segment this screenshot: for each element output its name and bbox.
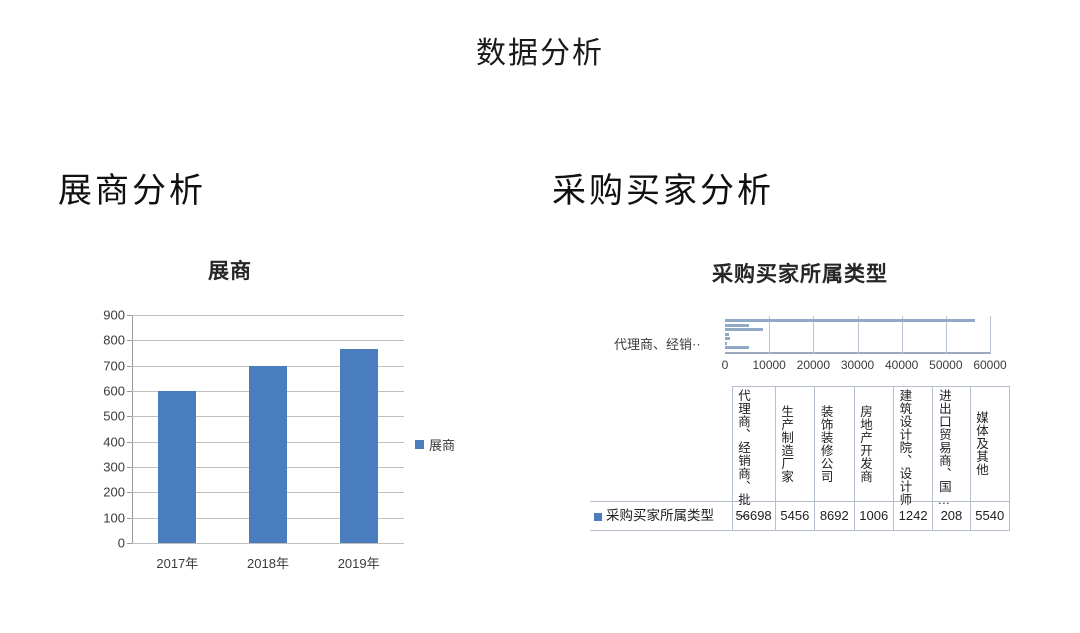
y-tick-mark: [127, 340, 132, 342]
y-tick-mark: [127, 391, 132, 392]
y-axis-line: [132, 315, 133, 543]
chart-title-exhibitors: 展商: [208, 259, 252, 283]
y-tick-label: 300: [103, 459, 125, 475]
bar-2018年: [249, 365, 287, 543]
x-tick-label: 30000: [840, 358, 875, 372]
table-value-cell: 56698: [731, 501, 776, 531]
y-tick-label: 600: [103, 383, 125, 399]
hbar-4: [725, 337, 731, 341]
gridline: [132, 315, 404, 316]
category-axis-label: 代理商、经销··: [614, 337, 701, 352]
table-row-headers: 代理商、经销商、批… 生产制造厂家 装饰装修公司 房地产开发商 建筑设计院、设计师 进出口…: [590, 386, 1011, 521]
y-tick-mark: [127, 543, 132, 544]
x-tick-label: 60000: [973, 358, 1007, 372]
series-label-text: 采购买家所属类型: [606, 507, 714, 523]
y-tick-mark: [127, 365, 132, 367]
gridline: [132, 340, 404, 342]
y-tick-label: 0: [117, 535, 125, 551]
y-tick-mark: [127, 416, 132, 418]
vertical-gridline: [813, 316, 815, 354]
page-title: 数据分析: [476, 37, 604, 70]
table-value-cell: 1242: [892, 501, 934, 531]
hbar-0: [725, 319, 976, 322]
table-header-cell: 代理商、经销商、批…: [731, 386, 776, 521]
x-tick-label: 2019年: [337, 556, 380, 571]
x-tick-label: 20000: [796, 358, 831, 372]
x-tick-label: 2017年: [156, 556, 199, 571]
chart-legend-exhibitors: 展商: [415, 435, 455, 454]
table-series-label-cell: 采购买家所属类型: [590, 501, 732, 531]
vertical-gridline: [769, 316, 771, 354]
vertical-gridline: [945, 316, 947, 354]
table-header-cell: 房地产开发商: [853, 386, 894, 502]
x-tick-label: 50000: [929, 358, 963, 372]
y-tick-mark: [127, 315, 132, 316]
y-tick-label: 700: [103, 358, 125, 374]
table-header-cell: 进出口贸易商、国…: [932, 386, 971, 508]
table-value-cell: 8692: [814, 501, 855, 531]
hbar-2: [725, 328, 764, 332]
legend-swatch-icon: [415, 440, 424, 449]
table-header-cell: 建筑设计院、设计师: [892, 386, 934, 506]
table-value-cell: 5456: [774, 501, 816, 531]
y-tick-label: 400: [103, 434, 125, 450]
gridline: [132, 543, 404, 544]
bar-2017年: [158, 391, 197, 543]
vertical-gridline: [990, 316, 991, 354]
table-header-cell: 媒体及其他: [969, 386, 1011, 502]
vertical-gridline: [901, 316, 903, 354]
hbar-3: [725, 332, 730, 336]
table-header-cell: 生产制造厂家: [774, 386, 816, 502]
y-tick-mark: [127, 517, 132, 519]
x-tick-label: 40000: [884, 358, 919, 372]
table-row-values: 采购买家所属类型 56698 5456 8692 1006 1242 208 5540: [590, 501, 1011, 531]
y-tick-mark: [127, 441, 132, 443]
section-heading-exhibitors: 展商分析: [58, 173, 206, 210]
series-swatch-icon: [594, 512, 602, 521]
table-corner-cell: [590, 387, 732, 502]
y-tick-label: 800: [103, 332, 125, 348]
y-tick-label: 200: [103, 484, 125, 500]
horizontal-bar-plot-area: 0 10000 20000 30000 40000 50000 60000: [722, 316, 1007, 372]
vertical-gridline: [857, 316, 859, 354]
exhibitor-bar-chart: 展商 900 800 700 600 500 400 300 200 100 0 2017年 2018…: [50, 255, 480, 585]
chart-plot-area: 900 800 700 600 500 400 300 200 100 0 2017年 2018年 20…: [103, 308, 404, 571]
table-value-cell: 208: [932, 501, 971, 531]
table-header-cell: 装饰装修公司: [814, 386, 855, 502]
y-tick-label: 500: [103, 408, 125, 424]
x-tick-label: 10000: [752, 358, 786, 372]
legend-label: 展商: [429, 438, 456, 453]
hbar-5: [725, 341, 727, 345]
y-tick-label: 900: [103, 307, 125, 323]
bar-2019年: [339, 349, 378, 543]
hbar-1: [725, 323, 750, 327]
chart-title-buyer-types: 采购买家所属类型: [712, 262, 888, 286]
section-heading-buyers: 采购买家分析: [552, 173, 774, 210]
table-value-cell: 1006: [853, 501, 894, 531]
buyer-type-data-table: 代理商、经销商、批… 生产制造厂家 装饰装修公司 房地产开发商 建筑设计院、设计师 进出口…: [590, 386, 1011, 531]
y-tick-mark: [127, 467, 132, 468]
table-value-cell: 5540: [969, 501, 1011, 531]
y-tick-label: 100: [103, 510, 125, 526]
y-tick-mark: [127, 492, 132, 494]
x-tick-label: 0: [721, 358, 729, 372]
hbar-6: [725, 346, 750, 350]
x-tick-label: 2018年: [247, 556, 289, 571]
buyer-type-chart: 采购买家所属类型 代理商、经销·· 0 10000 20000 30000 40000 5…: [580, 258, 1011, 558]
